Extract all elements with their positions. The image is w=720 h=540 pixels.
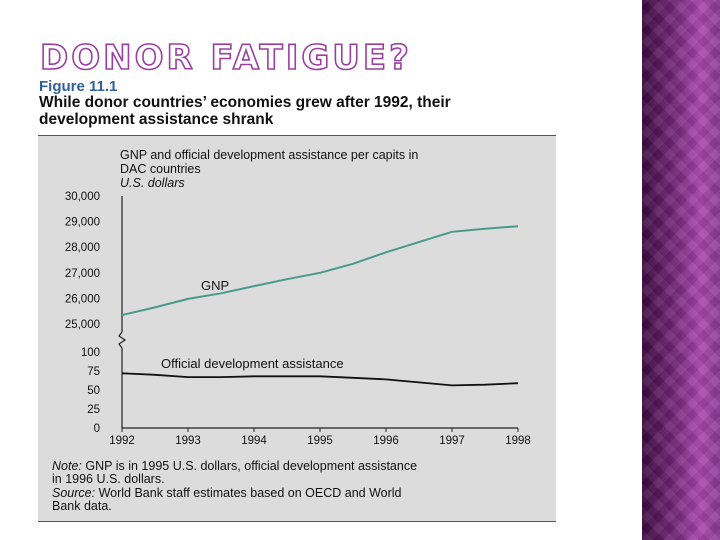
x-tick-label: 1992: [109, 435, 135, 447]
lower-y-tick-label: 25: [87, 404, 100, 416]
source-label: Source:: [52, 486, 95, 500]
lower-y-tick-label: 100: [81, 347, 100, 359]
figure-label: Figure 11.1: [39, 78, 118, 95]
note-text: GNP is in 1995 U.S. dollars, official de…: [85, 459, 417, 473]
x-tick-label: 1997: [439, 435, 465, 447]
figure-caption: While donor countries’ economies grew af…: [39, 94, 451, 128]
x-tick-label: 1994: [241, 435, 267, 447]
upper-y-tick-label: 26,000: [65, 293, 100, 305]
upper-y-tick-label: 29,000: [65, 217, 100, 229]
upper-y-tick-label: 28,000: [65, 242, 100, 254]
axis-break: [118, 331, 127, 349]
source-text-line-2: Bank data.: [52, 499, 112, 513]
x-tick-label: 1998: [505, 435, 531, 447]
upper-y-ticks: 25,000 26,000 27,000 28,000 29,000 30,000: [65, 191, 100, 331]
chart-units: U.S. dollars: [120, 176, 185, 190]
x-ticks: 1992 1993 1994 1995 1996 1997 1998: [109, 428, 531, 447]
x-tick-label: 1996: [373, 435, 399, 447]
upper-y-tick-label: 25,000: [65, 319, 100, 331]
x-tick-label: 1995: [307, 435, 333, 447]
slide-title: DONOR FATIGUE?: [39, 37, 412, 79]
upper-y-tick-label: 27,000: [65, 268, 100, 280]
chart-panel: GNP and official development assistance …: [38, 135, 556, 522]
oda-series-line: [121, 372, 519, 387]
x-tick-label: 1993: [175, 435, 201, 447]
lower-y-tick-label: 75: [87, 366, 100, 378]
note-text-line-2: in 1996 U.S. dollars.: [52, 472, 165, 486]
source-text: World Bank staff estimates based on OECD…: [99, 486, 402, 500]
svg-text:Note: GNP is in 1995 U.S. doll: Note: GNP is in 1995 U.S. dollars, offic…: [52, 459, 417, 473]
decorative-side-panel: [642, 0, 720, 540]
note-label: Note:: [52, 459, 82, 473]
chart-title-line-1: GNP and official development assistance …: [120, 148, 418, 162]
lower-y-tick-label: 50: [87, 385, 100, 397]
chart-title-line-2: DAC countries: [120, 162, 201, 176]
svg-text:Source: World Bank staff estim: Source: World Bank staff estimates based…: [52, 486, 402, 500]
lower-y-ticks: 0 25 50 75 100: [81, 347, 100, 435]
lower-y-tick-label: 0: [94, 423, 100, 435]
line-chart: GNP and official development assistance …: [52, 148, 531, 513]
oda-series-label: Official development assistance: [161, 356, 344, 371]
gnp-series-line: [121, 225, 519, 316]
upper-y-tick-label: 30,000: [65, 191, 100, 203]
gnp-series-label: GNP: [201, 278, 229, 293]
series-lines: [121, 225, 519, 387]
